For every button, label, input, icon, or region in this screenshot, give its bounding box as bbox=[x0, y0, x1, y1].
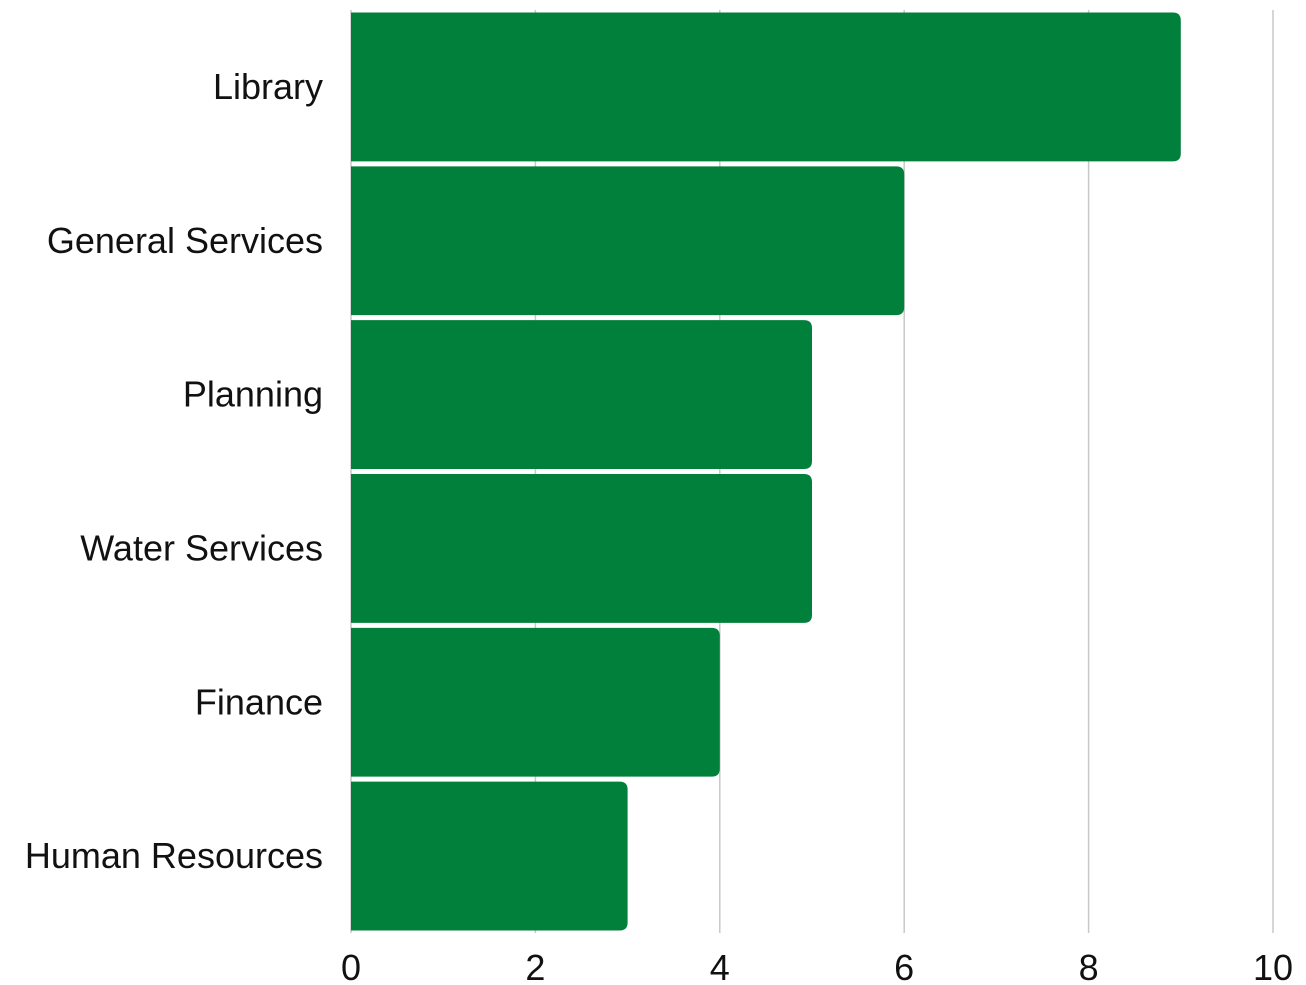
category-label: Water Services bbox=[80, 527, 323, 568]
bar-finance bbox=[351, 627, 720, 777]
category-label: Planning bbox=[183, 374, 323, 415]
x-tick-label: 10 bbox=[1253, 947, 1293, 985]
bar-planning bbox=[351, 320, 812, 469]
x-tick-label: 0 bbox=[341, 947, 361, 985]
bar-general-services bbox=[351, 166, 905, 316]
bars bbox=[351, 12, 1181, 931]
x-tick-label: 2 bbox=[525, 947, 545, 985]
grid-lines bbox=[350, 10, 1274, 933]
category-axis: Library General Services Planning Water Ser… bbox=[25, 66, 323, 876]
category-label: General Services bbox=[47, 220, 323, 261]
bar-human-resources bbox=[351, 781, 628, 931]
x-tick-label: 4 bbox=[710, 947, 730, 985]
category-label: Library bbox=[213, 66, 323, 107]
x-tick-label: 6 bbox=[894, 947, 914, 985]
category-label: Finance bbox=[195, 681, 323, 722]
bar-water-services bbox=[351, 474, 812, 623]
x-tick-label: 8 bbox=[1079, 947, 1099, 985]
bar-library bbox=[351, 12, 1181, 162]
category-label: Human Resources bbox=[25, 835, 323, 876]
value-axis: 0 2 4 6 8 10 bbox=[341, 947, 1293, 985]
